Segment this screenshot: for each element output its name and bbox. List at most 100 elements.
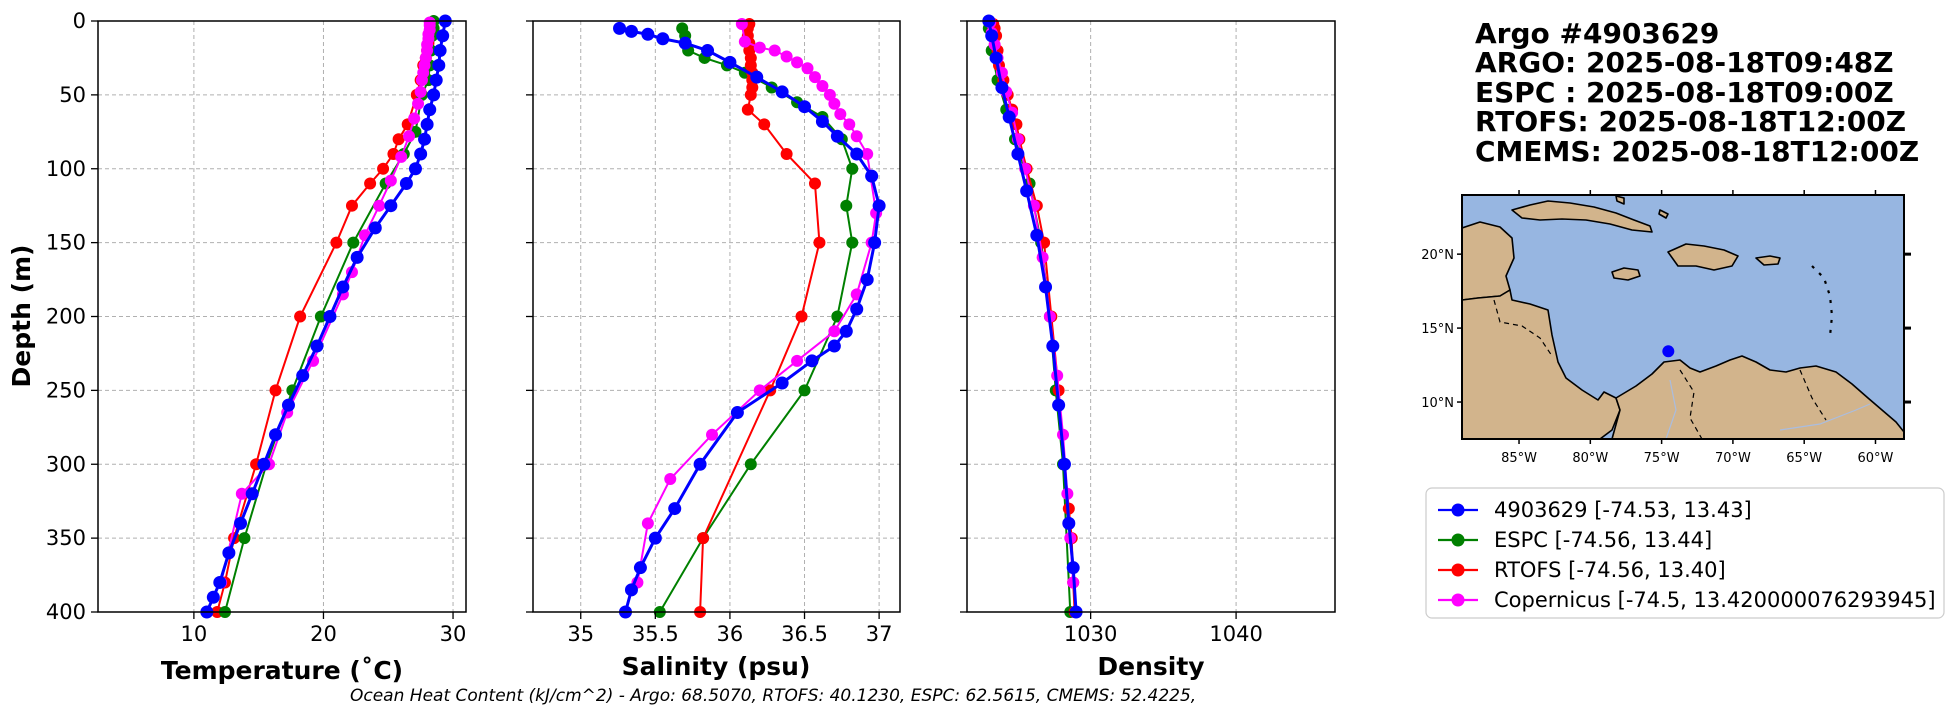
salinity-point-4903629 xyxy=(730,406,744,420)
density-series-line-espc xyxy=(987,28,1072,613)
temperature-point-4903629 xyxy=(234,516,248,530)
temperature-point-copernicus xyxy=(412,97,425,110)
legend: 4903629 [-74.53, 13.43] ESPC [-74.56, 13.… xyxy=(1425,487,1945,619)
salinity-point-4903629 xyxy=(868,236,882,250)
map-lat-label: 15°N xyxy=(1421,322,1454,337)
temperature-panel: 0 50 100 150 200 250 300 350 400 10 20 30 Temperatu… xyxy=(7,9,467,685)
y-tick-label: 200 xyxy=(46,305,86,329)
x-tick-label: 35 xyxy=(567,622,594,646)
legend-marker xyxy=(1451,593,1465,607)
salinity-point-espc xyxy=(840,199,853,212)
map-land-puerto-rico xyxy=(1755,255,1781,266)
location-map: 85°W 80°W 75°W 70°W 65°W 60°W 20°N 15°N 10°N xyxy=(1421,190,1911,466)
salinity-point-copernicus xyxy=(738,35,751,48)
depth-axis-title: Depth (m) xyxy=(7,245,36,388)
temperature-point-4903629 xyxy=(384,199,398,213)
salinity-point-4903629 xyxy=(839,324,853,338)
map-land-bahamas-east xyxy=(1658,209,1669,219)
temperature-point-4903629 xyxy=(350,250,364,264)
y-tick-label: 400 xyxy=(46,600,86,624)
map-lon-label: 75°W xyxy=(1644,451,1680,466)
salinity-point-espc xyxy=(744,458,757,471)
map-land-south-america xyxy=(1611,355,1904,439)
map-land-jamaica xyxy=(1611,267,1641,281)
x-tick-label: 30 xyxy=(440,622,467,646)
temperature-point-copernicus xyxy=(402,130,415,143)
salinity-point-4903629 xyxy=(641,27,655,41)
salinity-point-espc xyxy=(798,384,811,397)
temperature-point-copernicus xyxy=(373,199,386,212)
salinity-point-4903629 xyxy=(693,457,707,471)
density-point-4903629 xyxy=(1066,561,1080,575)
salinity-point-4903629 xyxy=(830,129,844,143)
temperature-point-copernicus xyxy=(395,150,408,163)
info-line-argo-id: Argo #4903629 xyxy=(1475,17,1719,50)
salinity-point-rtofs xyxy=(808,177,821,190)
map-land-mexico xyxy=(1462,221,1515,301)
temperature-point-4903629 xyxy=(310,339,324,353)
info-line-argo-time: ARGO: 2025-08-18T09:48Z xyxy=(1475,46,1894,79)
x-tick-label: 1030 xyxy=(1064,622,1117,646)
y-tick-label: 100 xyxy=(46,157,86,181)
y-tick-label: 0 xyxy=(73,9,86,33)
temperature-point-rtofs xyxy=(345,199,358,212)
temperature-point-rtofs xyxy=(294,310,307,323)
map-lon-label: 85°W xyxy=(1501,451,1537,466)
density-point-4903629 xyxy=(985,29,999,43)
salinity-point-4903629 xyxy=(701,44,715,58)
salinity-point-copernicus xyxy=(843,118,856,131)
legend-marker xyxy=(1451,533,1465,547)
salinity-point-espc xyxy=(846,162,859,175)
salinity-point-copernicus xyxy=(823,88,836,101)
map-land-hispaniola xyxy=(1667,243,1739,271)
salinity-point-4903629 xyxy=(850,302,864,316)
legend-box xyxy=(1425,487,1945,619)
map-lat-label: 20°N xyxy=(1421,248,1454,263)
salinity-point-4903629 xyxy=(860,273,874,287)
salinity-point-copernicus xyxy=(828,97,841,110)
salinity-point-4903629 xyxy=(633,561,647,575)
salinity-point-rtofs xyxy=(741,103,754,116)
salinity-point-copernicus xyxy=(641,517,654,530)
x-tick-label: 20 xyxy=(310,622,337,646)
salinity-point-4903629 xyxy=(872,199,886,213)
map-land-central-america xyxy=(1462,289,1621,439)
density-point-4903629 xyxy=(1052,398,1066,412)
x-tick-label: 37 xyxy=(866,622,893,646)
salinity-panel: 35 35.5 36 36.5 37 Salinity (psu) xyxy=(526,17,901,681)
temperature-point-4903629 xyxy=(432,58,446,72)
salinity-point-copernicus xyxy=(780,50,793,63)
density-axis-title: Density xyxy=(1097,652,1204,681)
temperature-point-rtofs xyxy=(364,177,377,190)
info-line-rtofs-time: RTOFS: 2025-08-18T12:00Z xyxy=(1475,105,1906,138)
map-lon-label: 80°W xyxy=(1572,451,1608,466)
ocean-heat-content-note: Ocean Heat Content (kJ/cm^2) - Argo: 68.… xyxy=(350,686,1196,706)
density-panel: 1030 1040 Density xyxy=(960,14,1336,681)
legend-label: 4903629 [-74.53, 13.43] xyxy=(1494,498,1752,522)
map-land-bahamas xyxy=(1615,195,1625,205)
salinity-point-copernicus xyxy=(768,44,781,57)
map-frame xyxy=(1461,194,1905,440)
map-border-south-america xyxy=(1679,369,1703,439)
salinity-point-rtofs xyxy=(813,236,826,249)
temperature-point-4903629 xyxy=(414,147,428,161)
salinity-point-copernicus xyxy=(753,41,766,54)
salinity-point-espc xyxy=(846,236,859,249)
map-land-cuba xyxy=(1511,200,1653,233)
temperature-point-4903629 xyxy=(427,88,441,102)
temperature-point-4903629 xyxy=(257,457,271,471)
salinity-point-copernicus xyxy=(850,130,863,143)
temperature-point-4903629 xyxy=(418,132,432,146)
x-tick-label: 1040 xyxy=(1209,622,1262,646)
info-line-espc-time: ESPC : 2025-08-18T09:00Z xyxy=(1475,76,1894,109)
info-line-cmems-time: CMEMS: 2025-08-18T12:00Z xyxy=(1475,135,1919,168)
y-tick-label: 300 xyxy=(46,452,86,476)
salinity-point-copernicus xyxy=(706,428,719,441)
density-point-4903629 xyxy=(989,51,1003,65)
salinity-point-copernicus xyxy=(834,108,847,121)
temperature-series-line-4903629 xyxy=(205,20,447,613)
legend-marker xyxy=(1451,563,1465,577)
legend-label: ESPC [-74.56, 13.44] xyxy=(1494,528,1712,552)
salinity-point-4903629 xyxy=(668,502,682,516)
